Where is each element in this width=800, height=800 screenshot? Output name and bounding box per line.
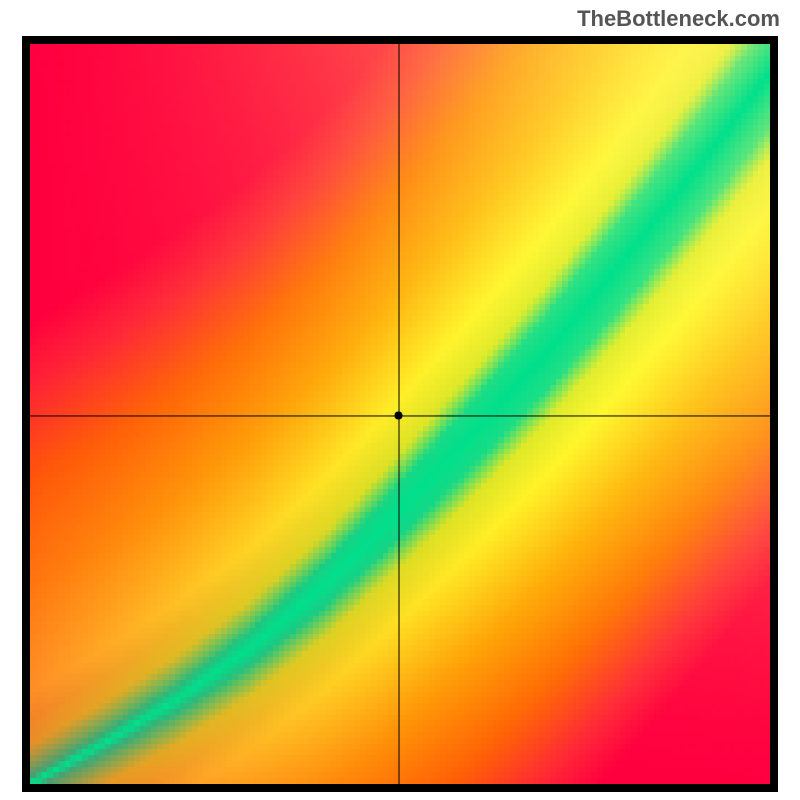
watermark-text: TheBottleneck.com xyxy=(577,6,780,32)
bottleneck-heatmap xyxy=(22,36,778,792)
heatmap-canvas xyxy=(22,36,778,792)
chart-container: TheBottleneck.com xyxy=(0,0,800,800)
